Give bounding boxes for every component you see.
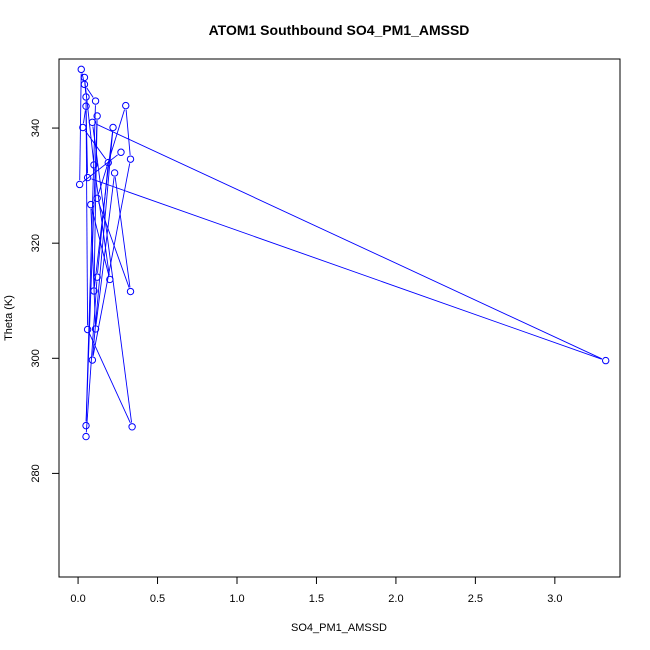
x-tick-label: 1.0 <box>229 593 244 605</box>
y-tick-label: 300 <box>30 349 42 367</box>
series-segment <box>91 178 602 360</box>
data-point <box>93 194 101 202</box>
series-segment <box>114 177 131 288</box>
x-tick-label: 0.5 <box>150 593 165 605</box>
series-segment <box>95 123 603 360</box>
series-segment <box>88 333 131 424</box>
data-point <box>109 123 117 132</box>
data-point <box>80 80 89 89</box>
series-segment <box>83 110 86 124</box>
data-point <box>106 275 114 284</box>
series-segment <box>85 105 96 422</box>
data-point <box>80 73 89 82</box>
x-tick-label: 0.0 <box>70 593 85 605</box>
plot-frame <box>58 58 621 578</box>
data-series <box>75 65 610 441</box>
y-tick-label: 340 <box>30 119 42 137</box>
data-point <box>90 161 98 169</box>
series-segment <box>82 154 118 183</box>
x-axis-label: SO4_PM1_AMSSD <box>291 622 387 634</box>
series-segment <box>85 101 89 326</box>
data-point <box>117 148 125 156</box>
x-axis: 0.0 0.5 1.0 1.5 2.0 2.5 3.0 <box>70 576 562 605</box>
data-point <box>83 325 92 334</box>
series-segment <box>79 73 82 181</box>
series-segment <box>94 131 113 287</box>
series-segment <box>91 208 110 276</box>
data-point <box>87 200 95 209</box>
x-tick-label: 2.0 <box>388 593 403 605</box>
data-point <box>75 180 84 189</box>
data-point <box>128 423 136 431</box>
data-point <box>601 356 610 365</box>
data-point <box>82 432 90 441</box>
data-point <box>79 123 87 132</box>
data-point <box>88 356 97 364</box>
series-segment <box>92 131 114 356</box>
data-point <box>126 287 135 296</box>
data-point <box>91 97 100 105</box>
data-point <box>104 158 112 167</box>
series-segment <box>125 109 131 156</box>
chart-title: ATOM1 Southbound SO4_PM1_AMSSD <box>209 22 470 38</box>
series-segment <box>93 120 98 287</box>
data-point <box>122 101 130 110</box>
series-segment <box>92 163 131 356</box>
y-tick-label: 320 <box>30 234 42 252</box>
series-segment <box>92 126 133 423</box>
series-segment <box>86 87 94 98</box>
data-point <box>83 173 92 182</box>
data-point <box>110 169 119 177</box>
series-segment <box>97 109 125 195</box>
data-point <box>82 421 90 430</box>
series-segment <box>95 177 115 325</box>
data-point <box>88 118 97 127</box>
data-point <box>82 93 90 101</box>
data-point <box>82 102 90 110</box>
y-axis-label: Theta (K) <box>3 295 15 341</box>
data-point <box>126 155 135 163</box>
data-point <box>93 273 101 281</box>
data-point <box>90 287 98 295</box>
data-point <box>93 112 101 120</box>
y-axis: 280 300 320 340 <box>30 119 60 483</box>
y-tick-label: 280 <box>30 464 42 482</box>
data-point <box>77 65 85 74</box>
x-tick-label: 3.0 <box>547 593 562 605</box>
x-tick-label: 2.5 <box>468 593 483 605</box>
data-point <box>91 325 100 333</box>
x-tick-label: 1.5 <box>309 593 324 605</box>
